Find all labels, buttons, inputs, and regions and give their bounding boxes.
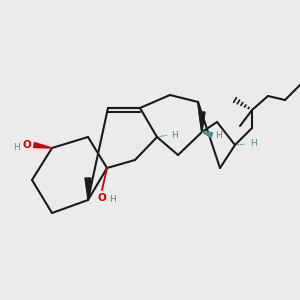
- Text: H: H: [13, 142, 20, 152]
- Text: H: H: [109, 196, 116, 205]
- Polygon shape: [199, 112, 205, 132]
- Polygon shape: [202, 132, 213, 137]
- Text: H: H: [250, 140, 257, 148]
- Polygon shape: [85, 178, 91, 200]
- Polygon shape: [34, 142, 52, 148]
- Text: O: O: [22, 140, 32, 150]
- Text: H: H: [171, 130, 178, 140]
- Text: H: H: [215, 130, 222, 140]
- Text: O: O: [98, 193, 106, 203]
